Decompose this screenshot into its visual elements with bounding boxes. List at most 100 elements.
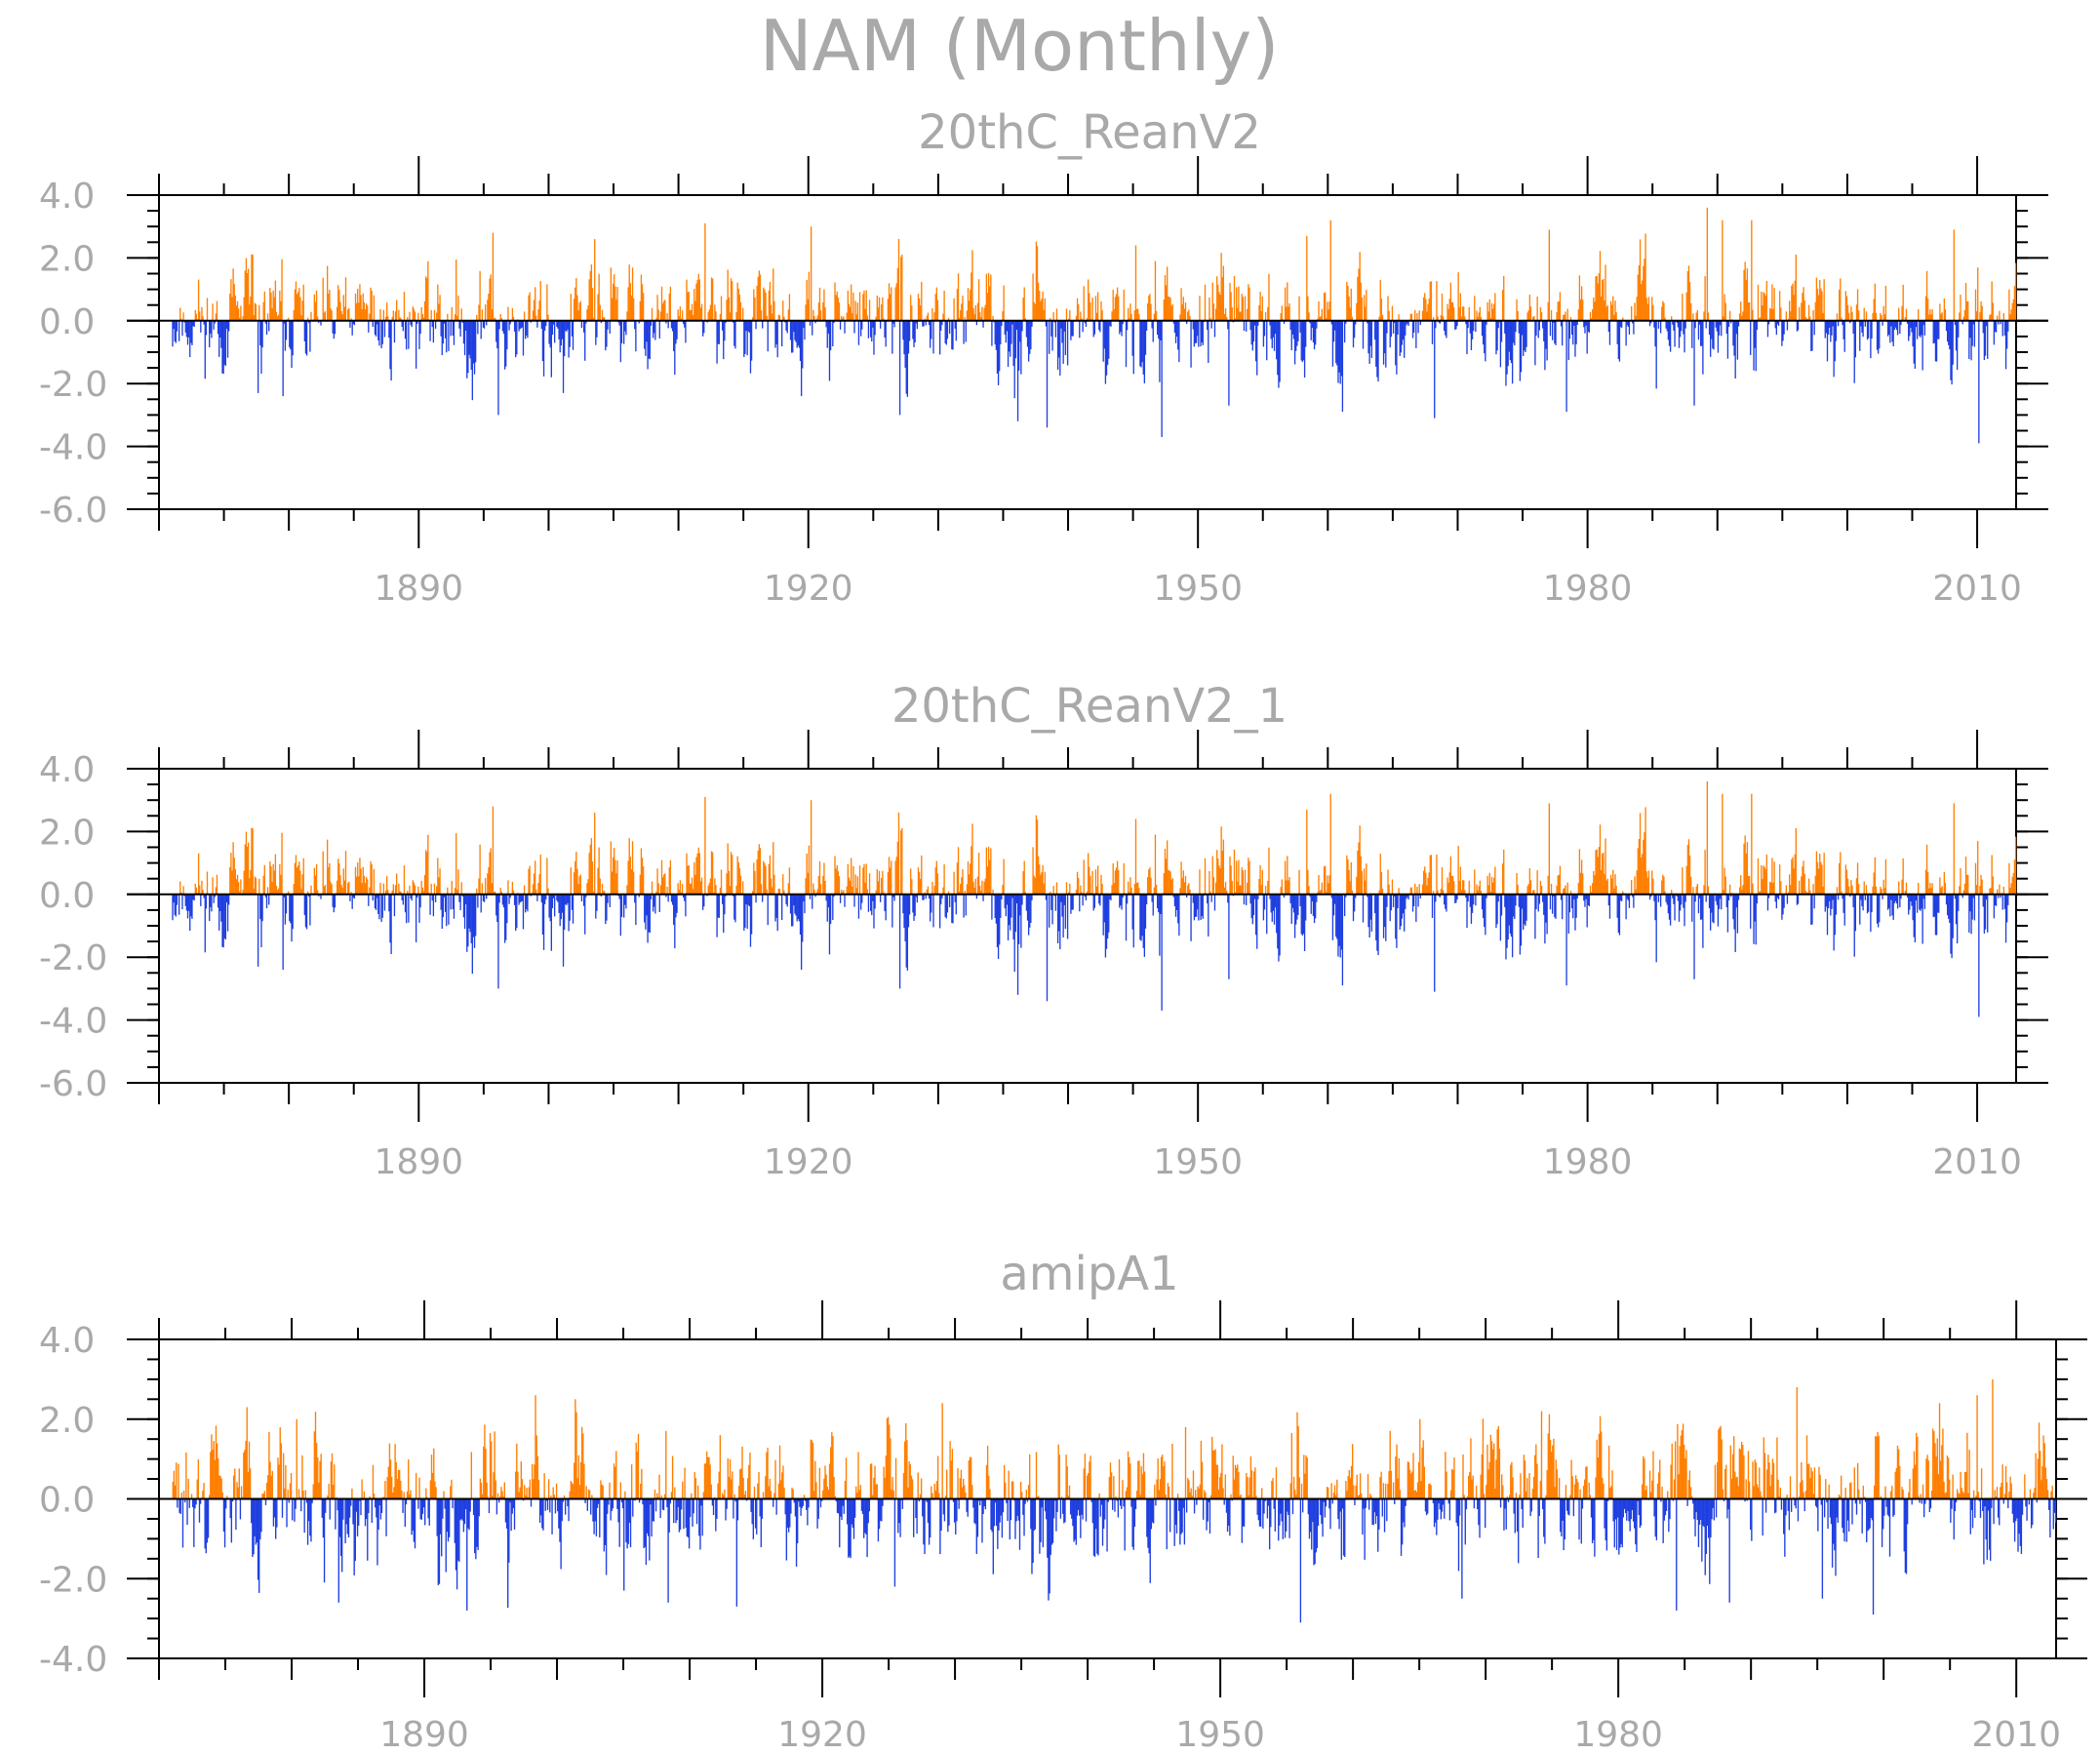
bar-positive [1498,1449,1501,1499]
bar-negative [1369,894,1371,920]
bar-positive [1612,296,1614,321]
bar-positive [831,1432,833,1499]
bar-negative [806,1498,808,1510]
bar-positive [1154,834,1157,895]
bar-positive [1226,317,1228,321]
bar-positive [838,876,841,895]
bar-negative [1374,894,1376,914]
bar-positive [1148,296,1150,321]
bar-positive [715,885,717,895]
bar-negative [650,320,653,326]
bar-positive [1179,314,1181,321]
bar-positive [1350,861,1352,895]
bar-positive [401,1490,403,1499]
bar-positive [578,1485,581,1499]
bar-positive [484,304,487,321]
bar-positive [865,290,867,321]
bar-positive [1150,877,1152,895]
bar-positive [1802,866,1803,895]
bar-positive [1458,880,1460,895]
bar-negative [1950,894,1952,954]
bar-positive [990,274,992,321]
bar-positive [817,876,820,895]
bar-positive [690,309,693,321]
bar-positive [1548,229,1551,321]
bar-negative [1367,1498,1370,1510]
bar-negative [1331,1498,1333,1504]
bar-negative [1861,320,1863,333]
bar-negative [513,894,516,905]
bar-positive [1928,314,1930,321]
bar-negative [683,320,685,325]
bar-negative [456,1498,458,1590]
bar-positive [836,864,838,895]
bar-negative [792,894,794,927]
bar-positive [1397,1478,1399,1499]
bar-positive [698,279,701,321]
bar-negative [1340,1498,1343,1560]
bar-positive [421,313,423,321]
bar-positive [215,887,218,895]
bar-negative [1464,1498,1466,1545]
bar-positive [1170,879,1172,895]
bar-negative [780,894,783,921]
bar-positive [1980,300,1982,321]
bar-negative [1377,1498,1379,1552]
bar-negative [1608,320,1611,345]
bar-positive [1223,887,1226,895]
bar-negative [1256,1498,1258,1515]
bar-negative [1394,1498,1396,1504]
bar-negative [545,320,547,327]
bar-negative [1435,894,1437,902]
bar-negative [200,894,202,906]
bar-positive [588,853,590,895]
bar-negative [904,894,906,941]
bar-positive [706,1451,708,1499]
bar-positive [1929,309,1931,321]
bar-negative [955,894,957,915]
bar-negative [303,1498,305,1534]
bar-negative [606,894,608,921]
bar-positive [772,887,773,895]
bar-positive [552,1487,554,1499]
bar-negative [1626,320,1628,326]
bar-negative [1827,320,1830,336]
bar-positive [615,873,617,895]
bar-negative [2004,320,2007,370]
bar-positive [1865,311,1868,321]
bar-negative [1657,894,1660,902]
bar-negative [1908,894,1910,915]
bar-positive [1137,882,1139,895]
bar-negative [1300,894,1302,935]
bar-positive [382,883,385,895]
bar-positive [1646,877,1648,895]
bar-negative [1618,320,1621,362]
bar-negative [1405,320,1407,336]
bar-positive [1259,292,1261,321]
bar-positive [875,1484,877,1499]
bar-positive [1723,316,1724,321]
bar-positive [773,1493,775,1499]
bar-negative [774,320,776,348]
bar-positive [1841,891,1842,895]
bar-positive [1770,882,1772,895]
bar-negative [680,1498,683,1510]
bar-positive [1707,312,1710,321]
bar-positive [379,308,381,321]
bar-negative [1434,894,1436,992]
bar-negative [1619,894,1622,901]
bar-negative [785,1498,788,1561]
bar-positive [379,882,381,895]
bar-positive [236,874,239,895]
bar-negative [1920,894,1922,911]
bar-positive [651,307,654,321]
bar-negative [1263,894,1266,910]
bar-negative [419,894,421,908]
bar-positive [1880,312,1882,321]
bar-positive [1133,310,1136,321]
bar-negative [762,320,764,329]
bar-negative [955,1498,957,1535]
bar-positive [615,299,617,321]
bar-negative [187,894,190,911]
bar-negative [565,320,567,332]
